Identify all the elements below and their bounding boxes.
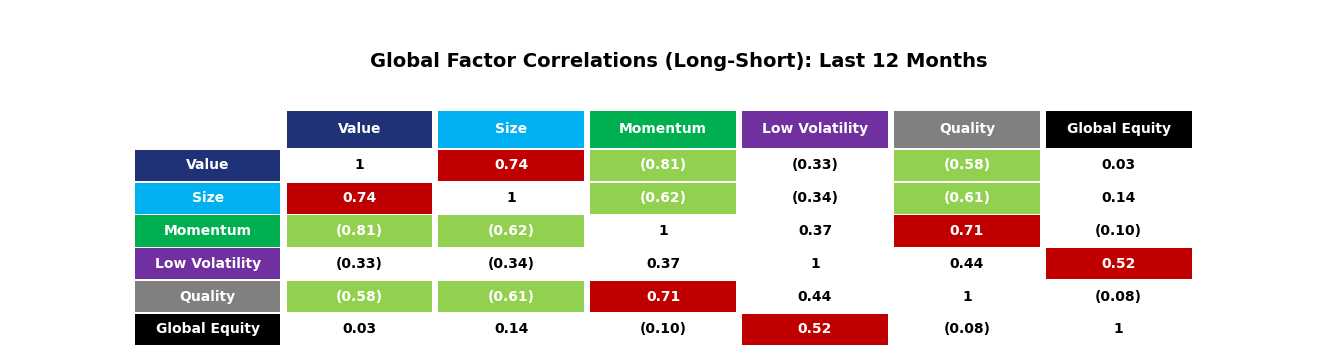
Bar xyxy=(286,216,433,247)
Bar xyxy=(438,111,584,148)
Text: (0.61): (0.61) xyxy=(944,191,990,205)
Text: (0.62): (0.62) xyxy=(487,224,535,238)
Text: Value: Value xyxy=(338,122,381,136)
Text: 0.74: 0.74 xyxy=(494,158,528,172)
Bar xyxy=(286,281,433,312)
Text: (0.10): (0.10) xyxy=(1095,224,1143,238)
Bar xyxy=(894,183,1039,214)
Text: Momentum: Momentum xyxy=(620,122,707,136)
Text: 0.71: 0.71 xyxy=(646,290,681,304)
Text: (0.33): (0.33) xyxy=(336,257,383,271)
Text: Global Equity: Global Equity xyxy=(156,322,260,336)
Text: 0.03: 0.03 xyxy=(343,322,376,336)
Text: 1: 1 xyxy=(1113,322,1124,336)
Bar xyxy=(135,216,281,247)
Text: 0.44: 0.44 xyxy=(949,257,984,271)
Text: Quality: Quality xyxy=(939,122,994,136)
Text: (0.34): (0.34) xyxy=(487,257,535,271)
Bar xyxy=(591,183,736,214)
Text: (0.81): (0.81) xyxy=(639,158,687,172)
Text: 0.03: 0.03 xyxy=(1102,158,1136,172)
Bar xyxy=(286,183,433,214)
Text: (0.81): (0.81) xyxy=(336,224,383,238)
Text: Size: Size xyxy=(192,191,224,205)
Text: Global Equity: Global Equity xyxy=(1067,122,1170,136)
Bar xyxy=(438,281,584,312)
Text: Low Volatility: Low Volatility xyxy=(155,257,261,271)
Text: Low Volatility: Low Volatility xyxy=(761,122,869,136)
Bar xyxy=(135,281,281,312)
Text: (0.10): (0.10) xyxy=(639,322,687,336)
Text: 0.37: 0.37 xyxy=(798,224,831,238)
Bar xyxy=(743,111,888,148)
Bar xyxy=(286,111,433,148)
Bar xyxy=(743,314,888,345)
Text: 1: 1 xyxy=(963,290,972,304)
Text: 0.71: 0.71 xyxy=(949,224,984,238)
Text: 1: 1 xyxy=(506,191,516,205)
Bar xyxy=(135,183,281,214)
Bar xyxy=(135,248,281,279)
Bar xyxy=(438,216,584,247)
Bar xyxy=(1046,111,1192,148)
Text: (0.08): (0.08) xyxy=(944,322,990,336)
Bar xyxy=(438,150,584,181)
Text: 0.44: 0.44 xyxy=(798,290,833,304)
Bar xyxy=(894,111,1039,148)
Text: (0.62): (0.62) xyxy=(639,191,687,205)
Bar xyxy=(135,150,281,181)
Text: 0.52: 0.52 xyxy=(1102,257,1136,271)
Text: (0.61): (0.61) xyxy=(487,290,535,304)
Bar xyxy=(591,281,736,312)
Text: Momentum: Momentum xyxy=(164,224,252,238)
Bar xyxy=(1046,248,1192,279)
Text: Quality: Quality xyxy=(180,290,236,304)
Bar xyxy=(591,150,736,181)
Bar xyxy=(894,150,1039,181)
Bar xyxy=(135,314,281,345)
Bar xyxy=(894,216,1039,247)
Text: 1: 1 xyxy=(658,224,669,238)
Text: 1: 1 xyxy=(355,158,364,172)
Text: 0.52: 0.52 xyxy=(798,322,833,336)
Text: (0.33): (0.33) xyxy=(792,158,838,172)
Text: (0.08): (0.08) xyxy=(1095,290,1143,304)
Text: 0.37: 0.37 xyxy=(646,257,681,271)
Text: 0.74: 0.74 xyxy=(343,191,376,205)
Bar xyxy=(591,111,736,148)
Text: (0.34): (0.34) xyxy=(792,191,838,205)
Text: Size: Size xyxy=(495,122,527,136)
Text: 0.14: 0.14 xyxy=(494,322,528,336)
Text: (0.58): (0.58) xyxy=(943,158,990,172)
Text: 0.14: 0.14 xyxy=(1102,191,1136,205)
Text: Value: Value xyxy=(185,158,229,172)
Text: (0.58): (0.58) xyxy=(336,290,383,304)
Text: Global Factor Correlations (Long-Short): Last 12 Months: Global Factor Correlations (Long-Short):… xyxy=(369,52,988,71)
Text: 1: 1 xyxy=(810,257,820,271)
